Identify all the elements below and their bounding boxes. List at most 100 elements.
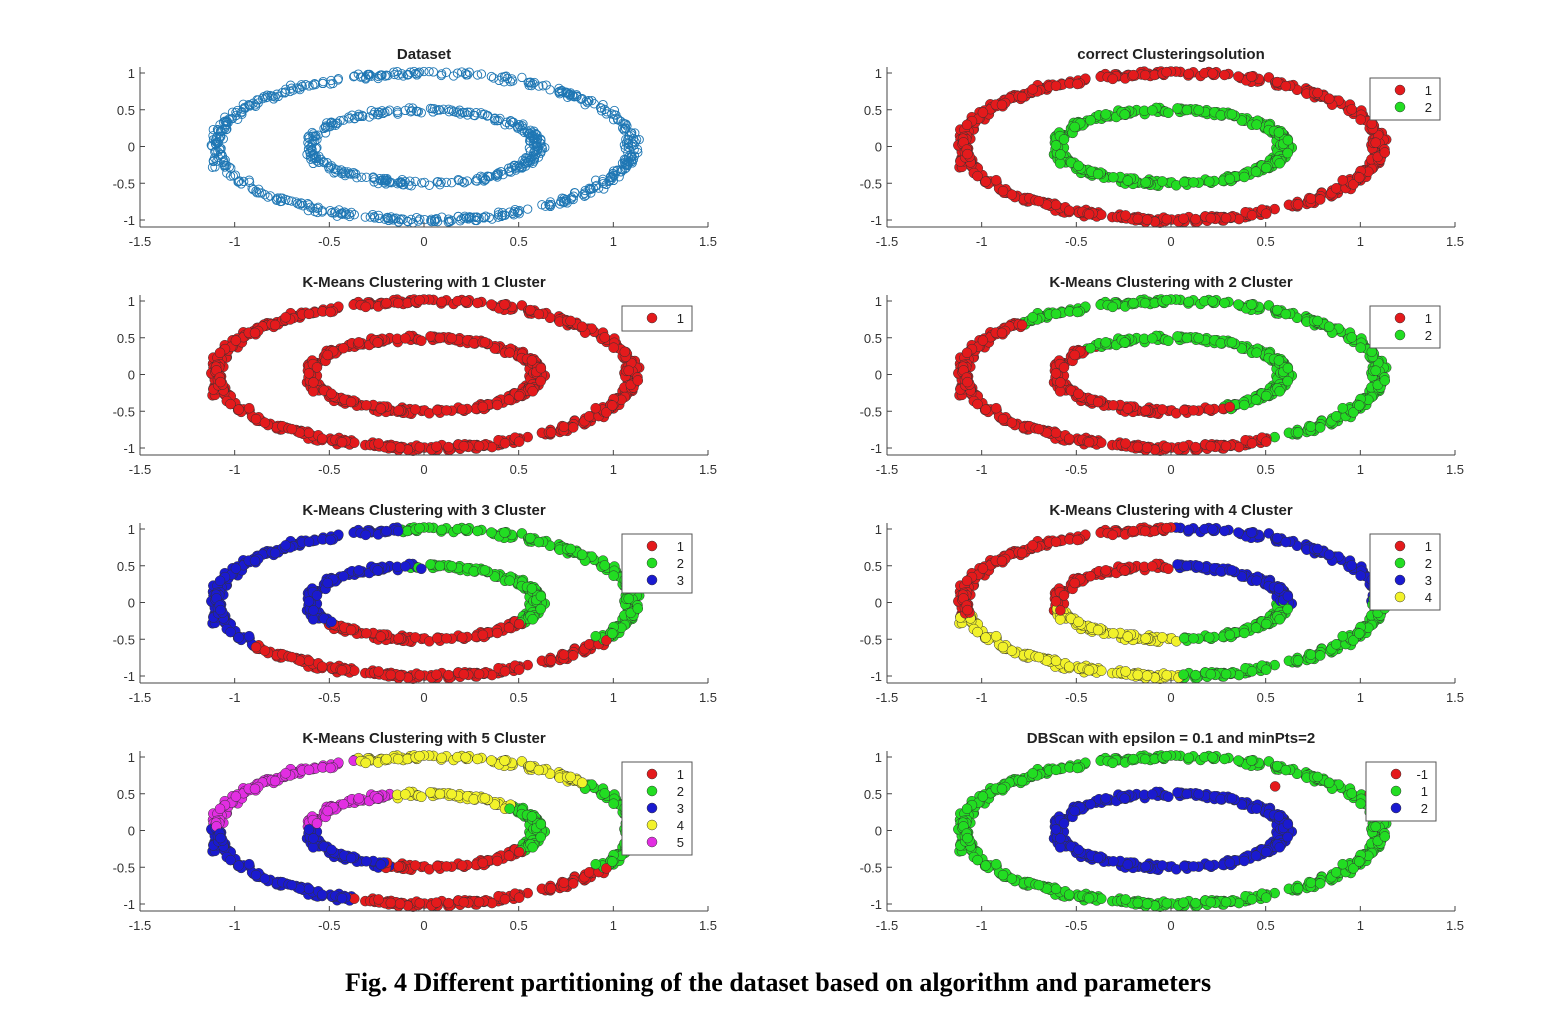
data-point (425, 559, 436, 570)
y-tick-label: 0 (128, 368, 135, 383)
data-point (1163, 107, 1174, 119)
data-point (514, 205, 525, 216)
x-tick-label: -1 (229, 690, 241, 705)
data-point (361, 400, 372, 411)
data-point (303, 308, 315, 320)
data-point (469, 212, 479, 222)
data-point (517, 72, 527, 83)
x-tick-label: -1 (976, 234, 988, 249)
data-point (327, 207, 337, 218)
data-point (1172, 331, 1183, 342)
data-point (431, 404, 443, 416)
data-point (533, 308, 545, 320)
data-point (1069, 121, 1080, 133)
data-point (1312, 543, 1323, 555)
data-point (486, 299, 497, 310)
data-points (206, 66, 644, 228)
data-point (1280, 536, 1292, 548)
data-point (1215, 338, 1227, 349)
data-point (632, 144, 643, 155)
data-point (383, 215, 394, 226)
data-point (1323, 321, 1335, 332)
data-point (307, 386, 319, 397)
data-point (462, 176, 472, 186)
data-point (578, 190, 588, 200)
data-point (210, 162, 220, 172)
data-point (530, 146, 540, 157)
data-point (537, 142, 547, 152)
data-point (478, 212, 489, 222)
data-point (1193, 104, 1204, 116)
data-point (400, 333, 411, 344)
data-point (1108, 400, 1119, 411)
data-point (410, 176, 420, 187)
data-point (453, 211, 463, 222)
data-point (1050, 427, 1062, 439)
data-point (308, 158, 318, 169)
data-point (1178, 213, 1189, 224)
data-point (501, 117, 512, 127)
panel-title: K-Means Clustering with 2 Cluster (1049, 274, 1293, 291)
data-point (1273, 355, 1285, 366)
data-point (507, 74, 517, 84)
data-point (1282, 147, 1293, 159)
data-point (434, 332, 446, 344)
data-point (1260, 390, 1272, 402)
data-point (443, 441, 454, 453)
data-point (1190, 441, 1201, 453)
data-point (361, 172, 371, 182)
data-point (492, 627, 503, 639)
x-tick-label: 1 (1357, 462, 1364, 477)
data-point (267, 91, 277, 101)
data-point (330, 207, 341, 217)
data-point (1355, 342, 1366, 353)
data-point (1161, 522, 1172, 534)
data-point (462, 110, 473, 120)
data-point (1203, 404, 1215, 415)
data-point (525, 146, 536, 156)
x-tick-label: -1.5 (129, 234, 151, 249)
data-point (393, 109, 403, 119)
data-point (434, 560, 446, 572)
data-point (514, 163, 524, 173)
data-point (1330, 639, 1342, 650)
data-point (503, 622, 515, 633)
data-point (1183, 524, 1194, 536)
data-point (513, 390, 525, 402)
data-point (990, 402, 1002, 414)
data-point (1205, 212, 1217, 224)
data-points (953, 294, 1392, 456)
data-point (297, 198, 307, 209)
data-point (381, 297, 392, 309)
data-point (990, 174, 1002, 186)
data-point (589, 99, 599, 109)
data-point (533, 536, 545, 548)
data-point (1016, 91, 1028, 103)
data-point (215, 149, 226, 159)
data-point (212, 125, 223, 135)
data-point (1161, 669, 1173, 681)
data-point (323, 122, 333, 132)
data-point (249, 327, 261, 339)
data-point (997, 641, 1009, 653)
data-point (527, 386, 538, 397)
data-point (1107, 301, 1118, 313)
data-point (1348, 179, 1359, 190)
data-point (373, 73, 383, 84)
data-point (565, 315, 576, 327)
data-point (1207, 296, 1218, 307)
data-point (394, 442, 406, 453)
data-point (259, 645, 271, 656)
data-point (346, 207, 357, 218)
data-point (1207, 524, 1218, 535)
data-point (472, 70, 483, 80)
data-point (997, 413, 1009, 425)
data-point (601, 179, 612, 190)
data-point (1178, 441, 1189, 452)
data-point (269, 319, 281, 331)
data-point (493, 168, 504, 178)
data-point (320, 128, 331, 138)
data-point (250, 100, 260, 110)
data-point (458, 440, 470, 452)
x-tick-label: -0.5 (318, 690, 340, 705)
